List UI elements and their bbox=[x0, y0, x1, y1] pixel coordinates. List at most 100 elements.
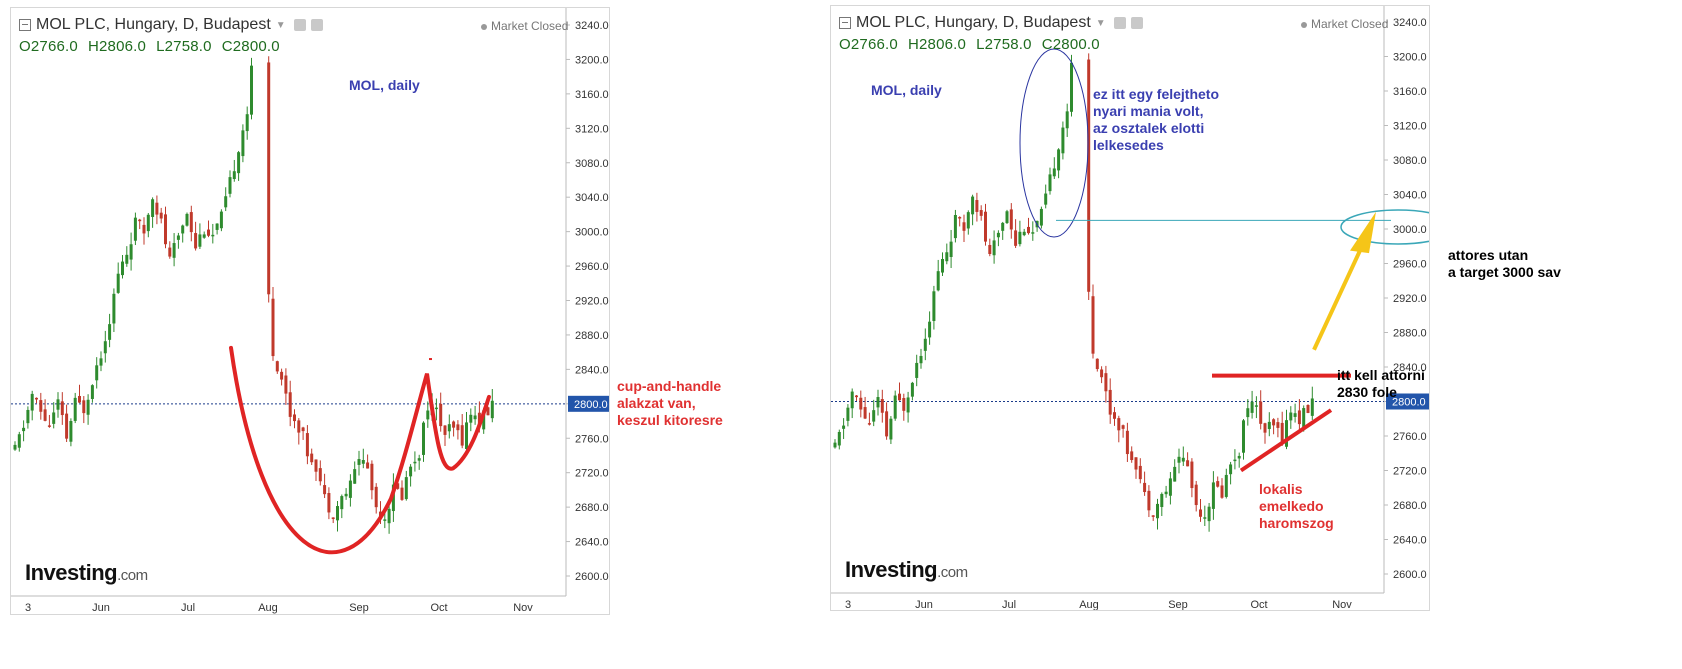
collapse-icon[interactable] bbox=[19, 19, 31, 31]
candle-body bbox=[215, 223, 219, 230]
candle-body bbox=[1164, 491, 1168, 495]
target-arrow-shaft bbox=[1312, 236, 1368, 351]
ohlc-readout: O2766.0 H2806.0 L2758.0 C2800.0 bbox=[19, 38, 323, 55]
logo-text: Investing bbox=[25, 560, 118, 585]
candle-body bbox=[125, 254, 129, 264]
candle-body bbox=[452, 421, 456, 428]
candle-body bbox=[1117, 418, 1121, 431]
candle-body bbox=[288, 392, 292, 417]
candle-body bbox=[69, 421, 73, 442]
candle-body bbox=[1134, 457, 1138, 470]
candle-body bbox=[1130, 451, 1134, 461]
last-price-tag bbox=[1386, 393, 1429, 410]
candle-body bbox=[906, 397, 910, 413]
y-tick-label: 2880.0 bbox=[575, 330, 609, 342]
candle-body bbox=[39, 400, 43, 412]
y-tick-label: 2600.0 bbox=[575, 571, 609, 583]
candle-body bbox=[1306, 404, 1310, 413]
low-value: L2758.0 bbox=[976, 36, 1032, 53]
candle-body bbox=[267, 62, 271, 295]
candle-body bbox=[138, 219, 142, 222]
candle-body bbox=[1263, 423, 1267, 433]
candle-body bbox=[176, 235, 180, 240]
settings-icon[interactable] bbox=[1113, 17, 1126, 29]
y-tick-label: 2760.0 bbox=[575, 433, 609, 445]
candle-body bbox=[460, 425, 464, 446]
candle-body bbox=[366, 462, 370, 469]
candle-body bbox=[1186, 460, 1190, 467]
candle-body bbox=[1272, 419, 1276, 426]
y-tick-label: 3200.0 bbox=[1393, 52, 1427, 64]
y-tick-label: 2920.0 bbox=[575, 296, 609, 308]
candle-body bbox=[211, 234, 215, 237]
x-tick-label: Jun bbox=[92, 602, 110, 614]
candle-body bbox=[271, 298, 275, 357]
candle-body bbox=[473, 415, 477, 420]
candle-body bbox=[1250, 401, 1254, 413]
candle-body bbox=[310, 453, 314, 463]
candle-body bbox=[422, 422, 425, 455]
candle-body bbox=[1031, 232, 1035, 234]
chart-title: MOL PLC, Hungary, D, Budapest bbox=[856, 14, 1091, 31]
candle-body bbox=[932, 291, 936, 322]
y-tick-label: 3240.0 bbox=[575, 20, 609, 32]
chevron-down-icon[interactable]: ▼ bbox=[1095, 17, 1106, 29]
candle-body bbox=[837, 431, 841, 446]
candle-body bbox=[1259, 401, 1263, 424]
y-tick-label: 3080.0 bbox=[1393, 155, 1427, 167]
chevron-down-icon[interactable]: ▼ bbox=[275, 19, 286, 31]
candle-body bbox=[984, 211, 987, 242]
candle-body bbox=[1052, 168, 1056, 177]
candle-body bbox=[108, 324, 112, 340]
candle-body bbox=[280, 371, 284, 380]
candle-body bbox=[447, 424, 451, 432]
settings-icon[interactable] bbox=[293, 19, 306, 31]
y-tick-label: 2720.0 bbox=[575, 468, 609, 480]
candle-body bbox=[949, 241, 953, 257]
candle-body bbox=[198, 234, 202, 247]
candle-body bbox=[988, 244, 992, 254]
logo-text: Investing bbox=[845, 557, 938, 582]
x-tick-label: Jun bbox=[915, 599, 933, 610]
candle-body bbox=[941, 258, 944, 273]
candle-body bbox=[1009, 209, 1013, 230]
y-tick-label: 3240.0 bbox=[1393, 17, 1427, 29]
candle-body bbox=[889, 418, 893, 440]
candle-body bbox=[90, 385, 94, 399]
y-tick-label: 2640.0 bbox=[1393, 535, 1427, 547]
collapse-icon[interactable] bbox=[839, 17, 851, 29]
candle-body bbox=[26, 409, 30, 424]
candle-body bbox=[958, 217, 962, 219]
candle-body bbox=[1177, 456, 1181, 463]
market-status: Market Closed bbox=[1301, 17, 1388, 31]
y-tick-label: 2680.0 bbox=[1393, 500, 1427, 512]
investing-logo: Investing.com bbox=[25, 560, 148, 586]
right-chart-panel: 3240.0 3200.0 3160.0 3120.0 3080.0 3040.0 3000… bbox=[830, 5, 1430, 611]
candle-body bbox=[1100, 369, 1104, 378]
gear-icon[interactable] bbox=[1130, 17, 1143, 29]
candle-body bbox=[22, 427, 26, 432]
candle-body bbox=[434, 407, 438, 410]
y-tick-label: 2640.0 bbox=[575, 537, 609, 549]
y-tick-label: 3160.0 bbox=[1393, 86, 1427, 98]
candle-body bbox=[893, 395, 897, 419]
candle-body bbox=[469, 414, 473, 423]
candle-body bbox=[168, 247, 172, 257]
candle-body bbox=[305, 433, 309, 457]
candle-body bbox=[1121, 425, 1125, 429]
candle-body bbox=[910, 382, 914, 397]
candle-body bbox=[86, 399, 90, 415]
candle-body bbox=[872, 410, 876, 422]
candle-body bbox=[370, 463, 374, 491]
y-tick-label: 3000.0 bbox=[1393, 224, 1427, 236]
gear-icon[interactable] bbox=[310, 19, 323, 31]
candle-body bbox=[142, 224, 146, 234]
candle-body bbox=[202, 234, 206, 238]
candle-body bbox=[185, 213, 189, 226]
candle-body bbox=[859, 397, 863, 410]
candle-body bbox=[331, 517, 335, 519]
candle-body bbox=[78, 395, 81, 403]
candle-body bbox=[1276, 422, 1280, 428]
y-tick-label: 3040.0 bbox=[1393, 190, 1427, 202]
candle-body bbox=[1108, 389, 1112, 415]
